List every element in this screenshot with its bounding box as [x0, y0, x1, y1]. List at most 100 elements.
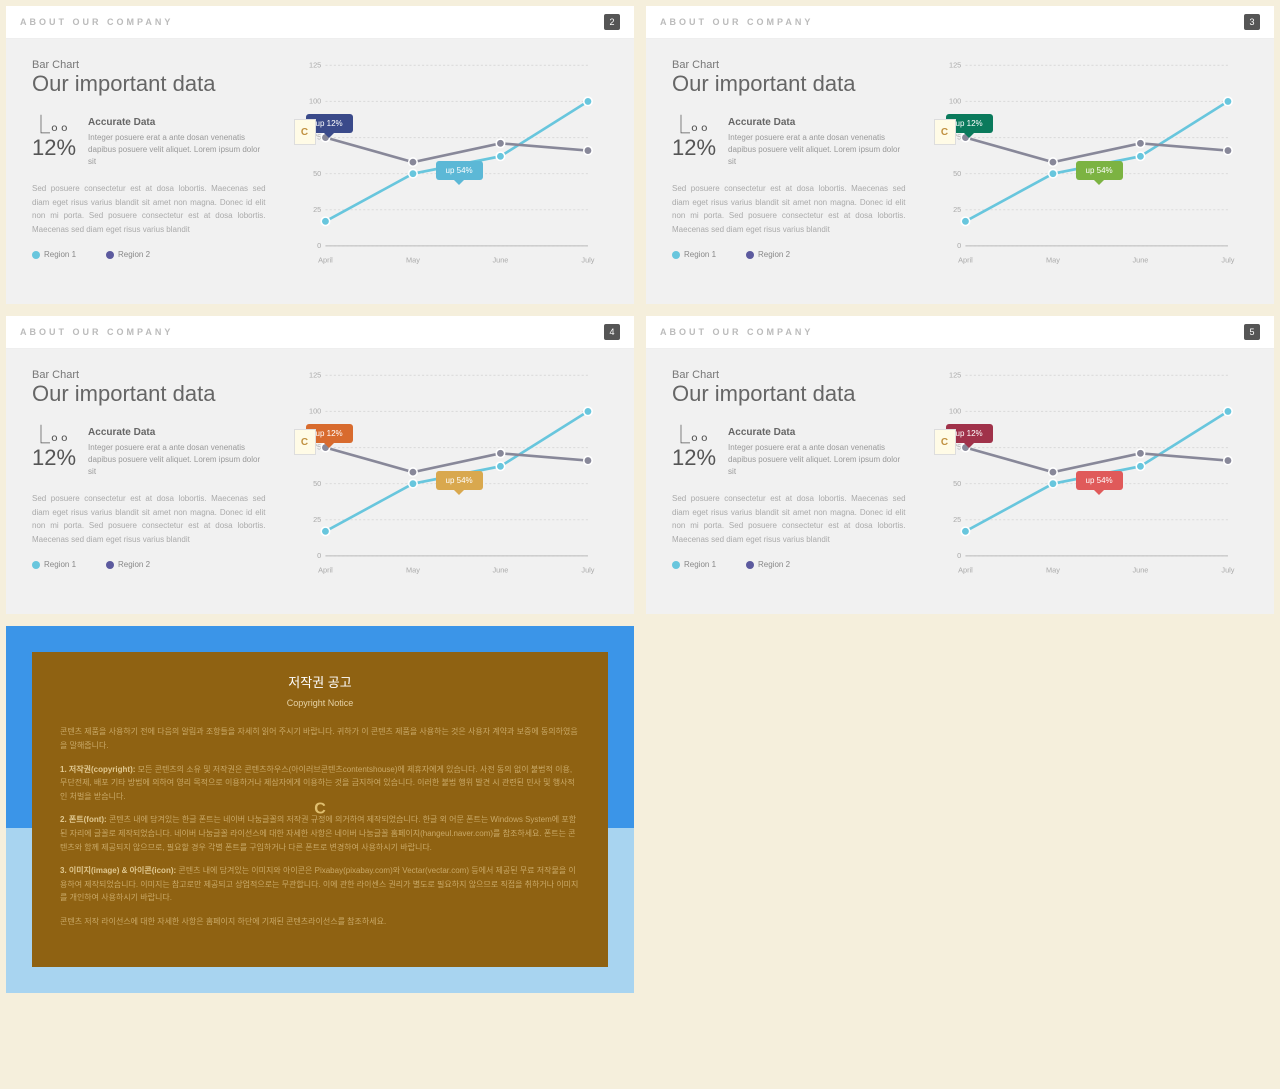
watermark-icon: C	[314, 796, 326, 823]
svg-text:April: April	[318, 566, 333, 575]
chart-area: 0255075100125AprilMayJuneJuly up 12% up …	[286, 59, 608, 274]
bars-icon: ⎿ₒₒ	[32, 117, 76, 135]
stat-title: Accurate Data	[728, 117, 905, 128]
svg-text:0: 0	[957, 551, 961, 560]
chart-legend: Region 1 Region 2	[672, 560, 906, 569]
bars-icon: ⎿ₒₒ	[672, 117, 716, 135]
legend-item: Region 1	[32, 250, 76, 259]
watermark-icon: C	[934, 429, 956, 455]
slide-header-title: ABOUT OUR COMPANY	[20, 17, 173, 27]
svg-text:25: 25	[953, 205, 961, 214]
chart-subtitle: Bar Chart	[672, 59, 906, 71]
slide-header-title: ABOUT OUR COMPANY	[20, 327, 173, 337]
chart-area: 0255075100125AprilMayJuneJuly up 12% up …	[926, 369, 1248, 584]
stat-text: Integer posuere erat a ante dosan venena…	[728, 442, 905, 478]
legend-item: Region 2	[106, 250, 150, 259]
chart-subtitle: Bar Chart	[672, 369, 906, 381]
copyright-p3: 3. 이미지(image) & 아이콘(icon): 콘텐츠 내에 담겨있는 이…	[60, 864, 580, 905]
svg-text:125: 125	[949, 60, 961, 69]
chart-area: 0255075100125AprilMayJuneJuly up 12% up …	[286, 369, 608, 584]
slide-header-title: ABOUT OUR COMPANY	[660, 327, 813, 337]
description-paragraph: Sed posuere consectetur est at dosa lobo…	[32, 182, 266, 236]
svg-text:0: 0	[957, 241, 961, 250]
slide: ABOUT OUR COMPANY 2 Bar Chart Our import…	[6, 6, 634, 304]
chart-title: Our important data	[32, 381, 266, 407]
svg-text:July: July	[1221, 256, 1234, 265]
left-column: Bar Chart Our important data ⎿ₒₒ 12% Acc…	[672, 369, 906, 584]
svg-text:50: 50	[313, 479, 321, 488]
callout-2: up 54%	[1076, 471, 1123, 490]
svg-text:50: 50	[313, 169, 321, 178]
svg-text:June: June	[492, 566, 508, 575]
legend-item: Region 2	[746, 250, 790, 259]
slide-body: Bar Chart Our important data ⎿ₒₒ 12% Acc…	[646, 349, 1274, 614]
svg-text:0: 0	[317, 551, 321, 560]
slide-number-badge: 2	[604, 14, 620, 30]
stat-title: Accurate Data	[728, 427, 905, 438]
description-paragraph: Sed posuere consectetur est at dosa lobo…	[672, 492, 906, 546]
svg-text:June: June	[492, 256, 508, 265]
legend-item: Region 2	[746, 560, 790, 569]
slide: ABOUT OUR COMPANY 4 Bar Chart Our import…	[6, 316, 634, 614]
chart-title: Our important data	[672, 381, 906, 407]
left-column: Bar Chart Our important data ⎿ₒₒ 12% Acc…	[32, 59, 266, 274]
slide-header: ABOUT OUR COMPANY 4	[6, 316, 634, 349]
copyright-subtitle: Copyright Notice	[60, 696, 580, 711]
svg-text:100: 100	[309, 97, 321, 106]
left-column: Bar Chart Our important data ⎿ₒₒ 12% Acc…	[32, 369, 266, 584]
chart-area: 0255075100125AprilMayJuneJuly up 12% up …	[926, 59, 1248, 274]
description-paragraph: Sed posuere consectetur est at dosa lobo…	[32, 492, 266, 546]
percent-value: 12%	[672, 135, 716, 161]
svg-text:May: May	[1046, 256, 1060, 265]
copyright-outro: 콘텐츠 저작 라이선스에 대한 자세한 사항은 홈페이지 하단에 기재된 콘텐츠…	[60, 915, 580, 929]
svg-text:July: July	[581, 566, 594, 575]
svg-text:0: 0	[317, 241, 321, 250]
svg-text:June: June	[1132, 256, 1148, 265]
slide-number-badge: 4	[604, 324, 620, 340]
svg-text:May: May	[406, 566, 420, 575]
slide-number-badge: 5	[1244, 324, 1260, 340]
svg-text:June: June	[1132, 566, 1148, 575]
watermark-icon: C	[294, 119, 316, 145]
stat-text: Integer posuere erat a ante dosan venena…	[728, 132, 905, 168]
svg-text:125: 125	[309, 60, 321, 69]
stat-text: Integer posuere erat a ante dosan venena…	[88, 442, 265, 478]
legend-item: Region 1	[672, 560, 716, 569]
legend-item: Region 1	[32, 560, 76, 569]
callout-2: up 54%	[436, 161, 483, 180]
bars-icon: ⎿ₒₒ	[32, 427, 76, 445]
legend-item: Region 1	[672, 250, 716, 259]
svg-text:April: April	[958, 566, 973, 575]
chart-subtitle: Bar Chart	[32, 369, 266, 381]
svg-text:25: 25	[953, 515, 961, 524]
watermark-icon: C	[294, 429, 316, 455]
chart-legend: Region 1 Region 2	[32, 250, 266, 259]
svg-text:25: 25	[313, 205, 321, 214]
chart-legend: Region 1 Region 2	[672, 250, 906, 259]
svg-text:100: 100	[949, 407, 961, 416]
slide-header-title: ABOUT OUR COMPANY	[660, 17, 813, 27]
svg-text:100: 100	[309, 407, 321, 416]
copyright-box: 저작권 공고 Copyright Notice 콘텐츠 제품을 사용하기 전에 …	[32, 652, 608, 967]
slide-header: ABOUT OUR COMPANY 3	[646, 6, 1274, 39]
percent-value: 12%	[672, 445, 716, 471]
stat-text: Integer posuere erat a ante dosan venena…	[88, 132, 265, 168]
chart-legend: Region 1 Region 2	[32, 560, 266, 569]
left-column: Bar Chart Our important data ⎿ₒₒ 12% Acc…	[672, 59, 906, 274]
svg-text:April: April	[318, 256, 333, 265]
svg-text:50: 50	[953, 169, 961, 178]
svg-text:July: July	[1221, 566, 1234, 575]
percent-value: 12%	[32, 445, 76, 471]
stat-title: Accurate Data	[88, 427, 265, 438]
copyright-title: 저작권 공고	[60, 672, 580, 694]
watermark-icon: C	[934, 119, 956, 145]
svg-text:April: April	[958, 256, 973, 265]
slide: ABOUT OUR COMPANY 3 Bar Chart Our import…	[646, 6, 1274, 304]
svg-text:125: 125	[309, 370, 321, 379]
svg-text:50: 50	[953, 479, 961, 488]
slide: ABOUT OUR COMPANY 5 Bar Chart Our import…	[646, 316, 1274, 614]
description-paragraph: Sed posuere consectetur est at dosa lobo…	[672, 182, 906, 236]
svg-text:100: 100	[949, 97, 961, 106]
percent-value: 12%	[32, 135, 76, 161]
copyright-intro: 콘텐츠 제품을 사용하기 전에 다음의 알림과 조항들을 자세히 읽어 주시기 …	[60, 725, 580, 752]
